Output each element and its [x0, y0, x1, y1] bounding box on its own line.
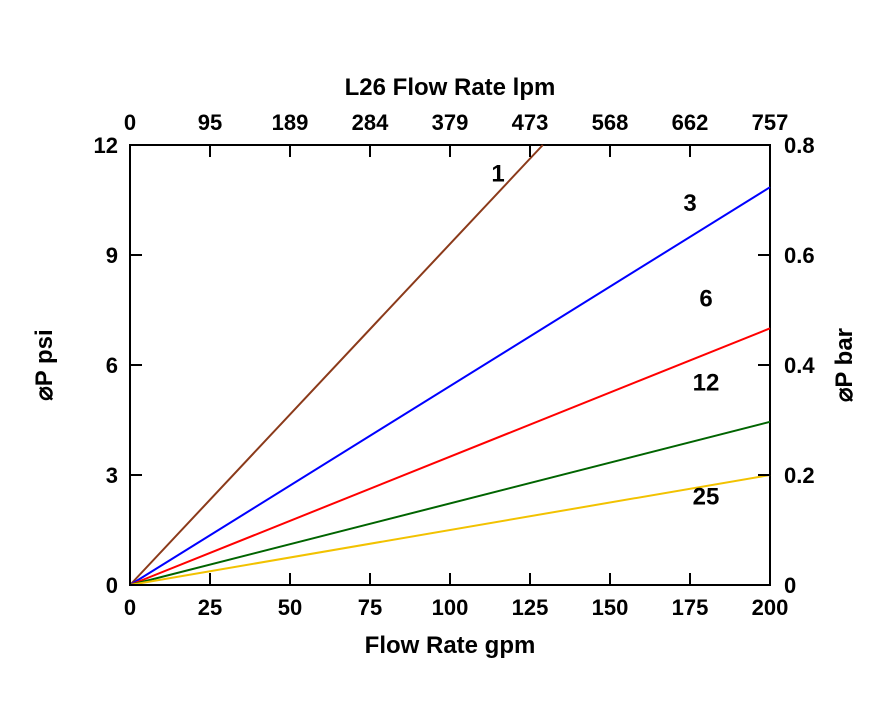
x-top-tick-label: 189 — [272, 110, 309, 135]
x-top-tick-label: 662 — [672, 110, 709, 135]
y-right-tick-label: 0.4 — [784, 353, 815, 378]
y-right-axis-label: ⌀P bar — [831, 328, 858, 402]
x-top-tick-label: 568 — [592, 110, 629, 135]
x-bottom-tick-label: 25 — [198, 595, 222, 620]
x-bottom-tick-label: 150 — [592, 595, 629, 620]
y-right-tick-label: 0.2 — [784, 463, 815, 488]
x-bottom-tick-label: 75 — [358, 595, 382, 620]
y-right-tick-label: 0.8 — [784, 133, 815, 158]
x-bottom-tick-label: 125 — [512, 595, 549, 620]
x-bottom-tick-label: 100 — [432, 595, 469, 620]
y-left-tick-label: 12 — [94, 133, 118, 158]
x-bottom-axis-label: Flow Rate gpm — [365, 632, 536, 659]
series-label-1: 1 — [491, 161, 504, 188]
chart-container: { "chart": { "type": "line", "background… — [0, 0, 890, 726]
y-left-tick-label: 6 — [106, 353, 118, 378]
x-bottom-tick-label: 175 — [672, 595, 709, 620]
series-label-25: 25 — [693, 483, 720, 510]
y-right-tick-label: 0.6 — [784, 243, 815, 268]
x-top-tick-label: 284 — [352, 110, 389, 135]
series-label-12: 12 — [693, 370, 720, 397]
x-top-tick-label: 0 — [124, 110, 136, 135]
x-top-tick-label: 379 — [432, 110, 469, 135]
y-left-axis-label: ⌀P psi — [31, 329, 58, 400]
x-bottom-tick-label: 0 — [124, 595, 136, 620]
x-top-tick-label: 757 — [752, 110, 789, 135]
y-left-tick-label: 9 — [106, 243, 118, 268]
x-top-tick-label: 473 — [512, 110, 549, 135]
x-bottom-tick-label: 50 — [278, 595, 302, 620]
series-label-6: 6 — [699, 285, 712, 312]
chart-svg: 0255075100125150175200Flow Rate gpm09518… — [0, 0, 890, 726]
x-bottom-tick-label: 200 — [752, 595, 789, 620]
series-label-3: 3 — [683, 190, 696, 217]
y-left-tick-label: 0 — [106, 573, 118, 598]
y-right-tick-label: 0 — [784, 573, 796, 598]
y-left-tick-label: 3 — [106, 463, 118, 488]
x-top-tick-label: 95 — [198, 110, 222, 135]
chart-title-top: L26 Flow Rate lpm — [345, 74, 556, 101]
